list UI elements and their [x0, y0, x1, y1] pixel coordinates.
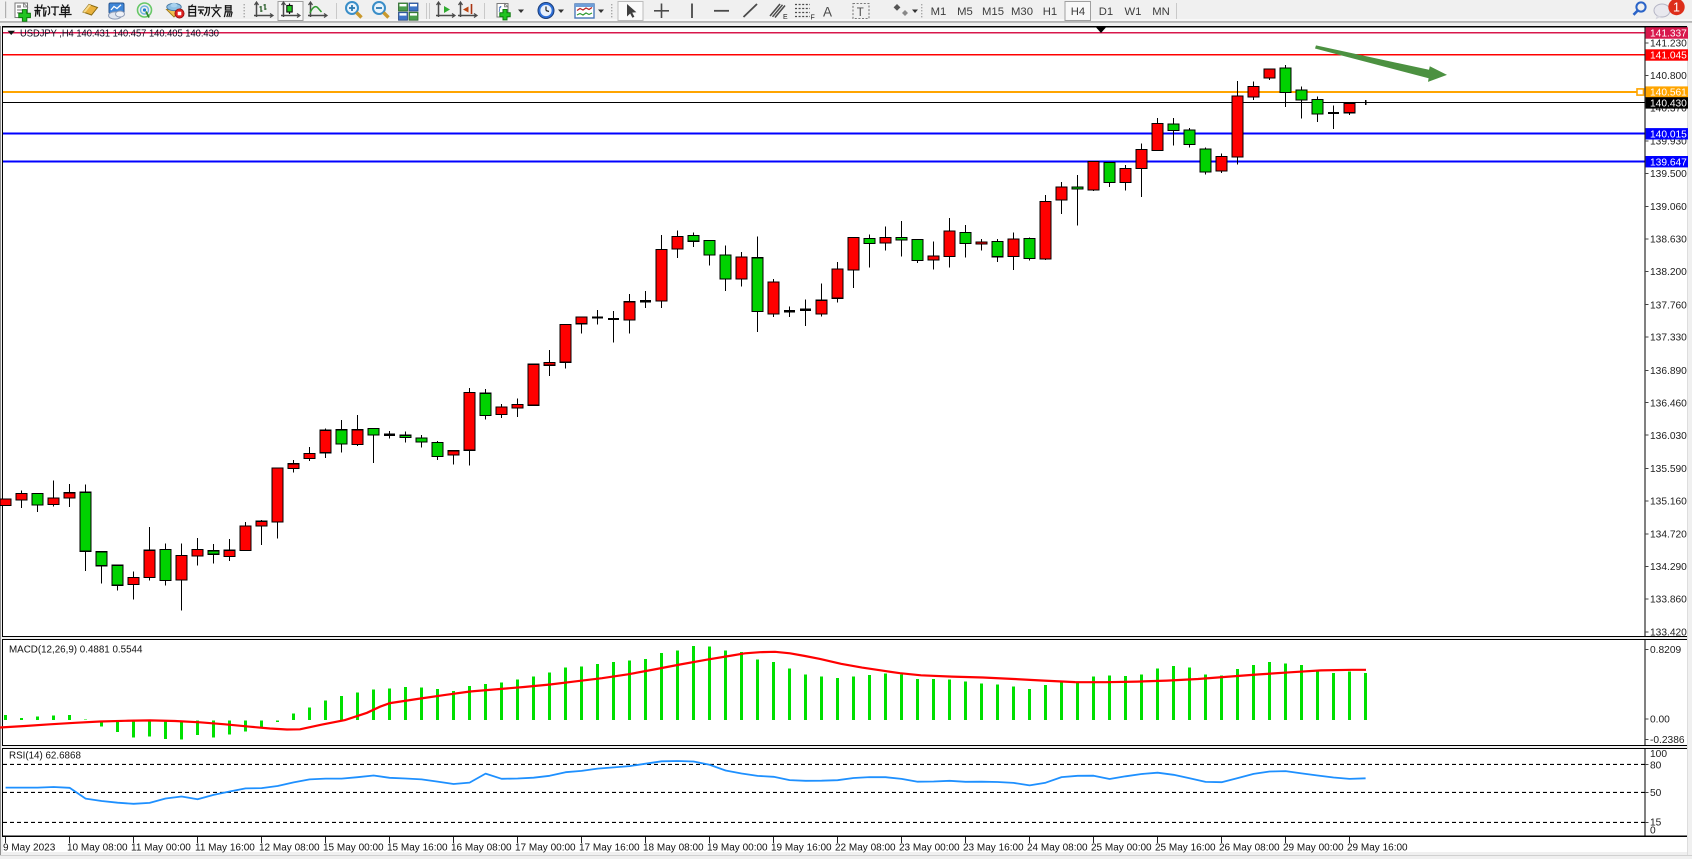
- svg-text:M1: M1: [931, 6, 947, 18]
- svg-text:0.00: 0.00: [1650, 714, 1670, 725]
- svg-text:135.160: 135.160: [1650, 496, 1687, 507]
- svg-text:138.630: 138.630: [1650, 235, 1687, 246]
- svg-text:137.330: 137.330: [1650, 333, 1687, 344]
- svg-text:M30: M30: [1011, 6, 1033, 18]
- svg-text:12 May 08:00: 12 May 08:00: [259, 843, 320, 854]
- svg-text:139.930: 139.930: [1650, 137, 1687, 148]
- svg-text:H4: H4: [1071, 6, 1085, 18]
- svg-text:H1: H1: [1043, 6, 1057, 18]
- svg-text:134.720: 134.720: [1650, 530, 1687, 541]
- svg-text:0.8209: 0.8209: [1650, 645, 1681, 656]
- svg-text:141.337: 141.337: [1650, 29, 1687, 40]
- svg-text:A: A: [823, 5, 832, 20]
- svg-text:10 May 08:00: 10 May 08:00: [67, 843, 128, 854]
- svg-text:USDJPY ,H4 140.431 140.457 14: USDJPY ,H4 140.431 140.457 140.405 140.4…: [20, 29, 219, 40]
- svg-text:136.890: 136.890: [1650, 366, 1687, 377]
- svg-text:100: 100: [1650, 749, 1667, 760]
- svg-text:0: 0: [1650, 826, 1656, 837]
- svg-text:24 May 08:00: 24 May 08:00: [1027, 843, 1088, 854]
- svg-text:137.760: 137.760: [1650, 300, 1687, 311]
- svg-text:25 May 16:00: 25 May 16:00: [1155, 843, 1216, 854]
- svg-text:M15: M15: [982, 6, 1004, 18]
- svg-text:22 May 08:00: 22 May 08:00: [835, 843, 896, 854]
- svg-text:W1: W1: [1125, 6, 1142, 18]
- svg-text:23 May 00:00: 23 May 00:00: [899, 843, 960, 854]
- svg-text:15 May 00:00: 15 May 00:00: [323, 843, 384, 854]
- svg-text:T: T: [857, 7, 864, 19]
- svg-text:9 May 2023: 9 May 2023: [3, 843, 56, 854]
- svg-text:D1: D1: [1099, 6, 1113, 18]
- svg-text:140.800: 140.800: [1650, 71, 1687, 82]
- svg-text:17 May 16:00: 17 May 16:00: [579, 843, 640, 854]
- svg-text:141.230: 141.230: [1650, 39, 1687, 50]
- svg-text:140.015: 140.015: [1650, 129, 1687, 140]
- svg-text:26 May 08:00: 26 May 08:00: [1219, 843, 1280, 854]
- svg-text:134.290: 134.290: [1650, 562, 1687, 573]
- svg-text:17 May 00:00: 17 May 00:00: [515, 843, 576, 854]
- svg-text:E: E: [783, 14, 788, 21]
- svg-text:18 May 08:00: 18 May 08:00: [643, 843, 704, 854]
- svg-text:135.590: 135.590: [1650, 464, 1687, 475]
- svg-text:136.030: 136.030: [1650, 431, 1687, 442]
- svg-text:23 May 16:00: 23 May 16:00: [963, 843, 1024, 854]
- svg-text:140.430: 140.430: [1650, 99, 1687, 110]
- svg-text:M5: M5: [957, 6, 973, 18]
- svg-text:-0.2386: -0.2386: [1650, 735, 1685, 746]
- svg-text:140.370: 140.370: [1650, 104, 1687, 115]
- svg-text:RSI(14) 62.6868: RSI(14) 62.6868: [9, 751, 81, 762]
- svg-text:11 May 00:00: 11 May 00:00: [131, 843, 191, 854]
- svg-text:19 May 00:00: 19 May 00:00: [707, 843, 768, 854]
- svg-text:141.045: 141.045: [1650, 51, 1687, 62]
- svg-text:140.561: 140.561: [1650, 88, 1687, 99]
- svg-text:11 May 16:00: 11 May 16:00: [195, 843, 255, 854]
- svg-text:MACD(12,26,9) 0.4881 0.5544: MACD(12,26,9) 0.4881 0.5544: [9, 645, 143, 656]
- svg-text:133.420: 133.420: [1650, 628, 1687, 639]
- svg-text:f: f: [499, 5, 502, 14]
- svg-text:139.060: 139.060: [1650, 202, 1687, 213]
- svg-text:136.460: 136.460: [1650, 398, 1687, 409]
- svg-text:15 May 16:00: 15 May 16:00: [387, 843, 448, 854]
- svg-text:80: 80: [1650, 760, 1662, 771]
- svg-text:15: 15: [1650, 818, 1662, 829]
- svg-text:138.200: 138.200: [1650, 267, 1687, 278]
- svg-text:F: F: [811, 15, 815, 22]
- svg-text:50: 50: [1650, 788, 1662, 799]
- svg-text:19 May 16:00: 19 May 16:00: [771, 843, 832, 854]
- svg-text:MN: MN: [1152, 6, 1170, 18]
- svg-text:139.500: 139.500: [1650, 169, 1687, 180]
- svg-text:29 May 00:00: 29 May 00:00: [1283, 843, 1344, 854]
- svg-text:25 May 00:00: 25 May 00:00: [1091, 843, 1152, 854]
- svg-text:1: 1: [1673, 0, 1680, 14]
- svg-text:139.647: 139.647: [1650, 157, 1687, 168]
- svg-text:16 May 08:00: 16 May 08:00: [451, 843, 512, 854]
- svg-text:133.860: 133.860: [1650, 594, 1687, 605]
- svg-text:29 May 16:00: 29 May 16:00: [1347, 843, 1408, 854]
